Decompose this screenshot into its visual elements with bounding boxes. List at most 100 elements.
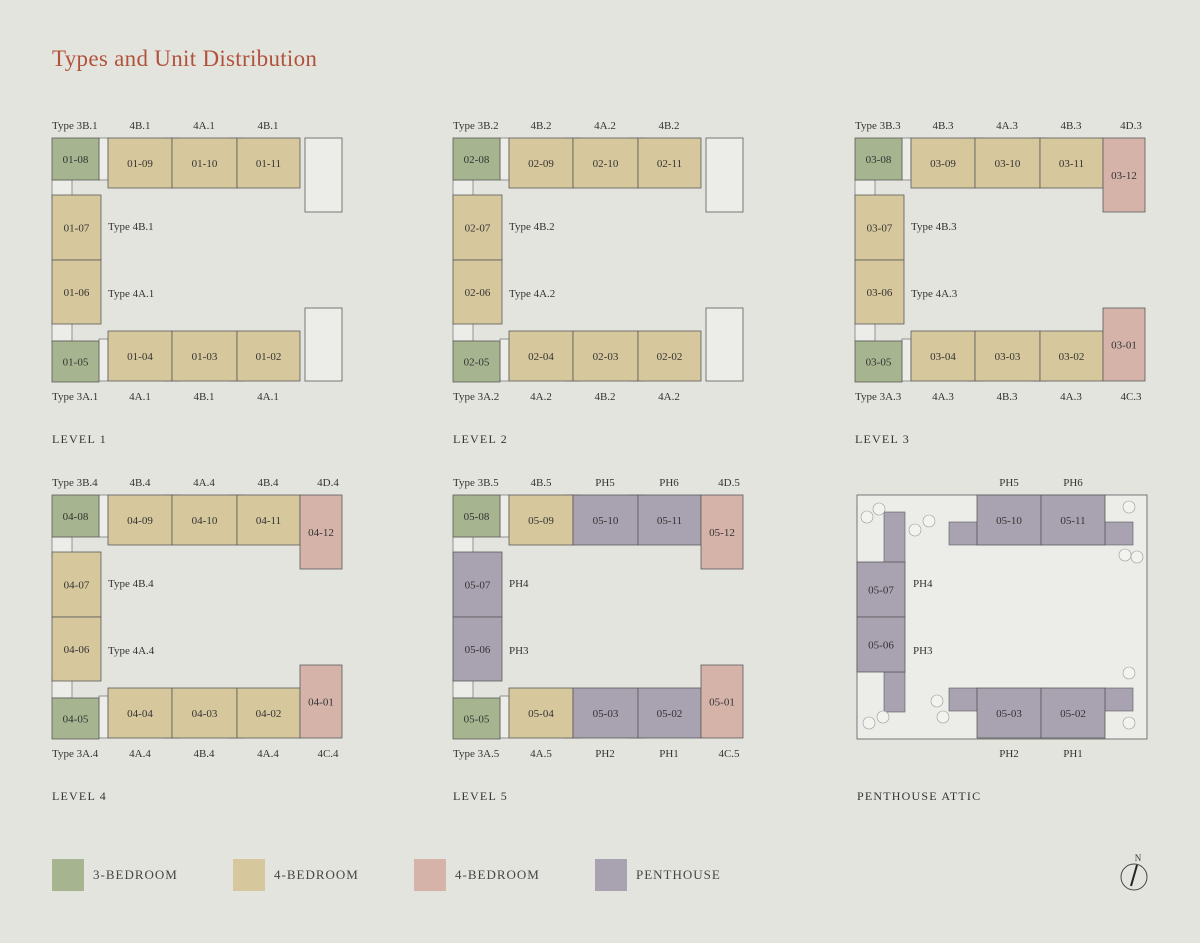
unit-number: 05-02 [657, 708, 683, 720]
unit-05-12[interactable]: 05-12 [700, 494, 744, 570]
type-label-bottom: PH1 [1063, 748, 1083, 760]
unit-01-08[interactable]: 01-08 [51, 137, 100, 181]
unit-04-01[interactable]: 04-01 [299, 664, 343, 739]
type-label-side: PH4 [913, 578, 933, 590]
unit-04-08[interactable]: 04-08 [51, 494, 100, 538]
unit-number: 05-02 [1060, 708, 1086, 720]
unit-number: 03-11 [1059, 158, 1084, 170]
unit-number: 02-02 [657, 351, 683, 363]
unit-01-10[interactable]: 01-10 [171, 137, 238, 189]
unit-02-09[interactable]: 02-09 [508, 137, 574, 189]
unit-04-06[interactable]: 04-06 [51, 616, 102, 682]
unit-05-03[interactable]: 05-03 [976, 687, 1042, 739]
unit-shape [51, 697, 100, 740]
unit-02-03[interactable]: 02-03 [572, 330, 639, 382]
lift-core [98, 695, 109, 739]
unit-02-06[interactable]: 02-06 [452, 259, 503, 325]
unit-03-03[interactable]: 03-03 [974, 330, 1041, 382]
unit-shape [637, 494, 702, 546]
type-label-side: Type 4B.4 [108, 578, 154, 590]
unit-03-10[interactable]: 03-10 [974, 137, 1041, 189]
unit-number: 01-02 [256, 351, 282, 363]
unit-number: 05-01 [709, 697, 735, 709]
unit-number: 05-05 [464, 714, 490, 726]
unit-02-10[interactable]: 02-10 [572, 137, 639, 189]
unit-03-05[interactable]: 03-05 [854, 340, 903, 383]
unit-04-12[interactable]: 04-12 [299, 494, 343, 570]
unit-number: 04-11 [256, 515, 281, 527]
unit-05-09[interactable]: 05-09 [508, 494, 574, 546]
level-title: LEVEL 3 [855, 432, 910, 446]
unit-05-03[interactable]: 05-03 [572, 687, 639, 739]
lift-core [499, 494, 510, 538]
unit-shape [236, 330, 301, 382]
unit-03-11[interactable]: 03-11 [1039, 137, 1104, 189]
floor-plan-level-3: 03-08 03-09 03-10 03-11 03-12 03-07 03-06 03-05… [854, 120, 1146, 446]
unit-02-07[interactable]: 02-07 [452, 194, 503, 261]
unit-03-04[interactable]: 03-04 [910, 330, 976, 382]
unit-01-11[interactable]: 01-11 [236, 137, 301, 189]
unit-02-05[interactable]: 02-05 [452, 340, 501, 383]
unit-01-07[interactable]: 01-07 [51, 194, 102, 261]
type-label-bottom: 4A.4 [129, 748, 151, 760]
type-label-bottom: PH1 [659, 748, 679, 760]
unit-03-07[interactable]: 03-07 [854, 194, 905, 261]
unit-05-01[interactable]: 05-01 [700, 664, 744, 739]
unit-shape [51, 137, 100, 181]
unit-05-06[interactable]: 05-06 [856, 616, 906, 673]
unit-shape [452, 340, 501, 383]
unit-04-10[interactable]: 04-10 [171, 494, 238, 546]
unit-shape [854, 259, 905, 325]
type-label-bottom: 4C.3 [1120, 391, 1142, 403]
penthouse-terrace [883, 671, 906, 713]
unit-01-03[interactable]: 01-03 [171, 330, 238, 382]
unit-01-05[interactable]: 01-05 [51, 340, 100, 383]
unit-05-11[interactable]: 05-11 [637, 494, 702, 546]
unit-01-09[interactable]: 01-09 [107, 137, 173, 189]
type-label-top: 4B.4 [257, 477, 279, 489]
unit-number: 01-07 [64, 223, 90, 235]
unit-04-07[interactable]: 04-07 [51, 551, 102, 618]
unit-shape [572, 687, 639, 739]
unit-03-09[interactable]: 03-09 [910, 137, 976, 189]
unit-03-08[interactable]: 03-08 [854, 137, 903, 181]
unit-05-05[interactable]: 05-05 [452, 697, 501, 740]
unit-number: 04-12 [308, 527, 334, 539]
unit-01-06[interactable]: 01-06 [51, 259, 102, 325]
legend-swatch [595, 859, 627, 891]
unit-01-04[interactable]: 01-04 [107, 330, 173, 382]
type-label-bottom: 4A.1 [257, 391, 279, 403]
unit-03-12[interactable]: 03-12 [1102, 137, 1146, 213]
unit-04-05[interactable]: 04-05 [51, 697, 100, 740]
unit-04-03[interactable]: 04-03 [171, 687, 238, 739]
unit-05-04[interactable]: 05-04 [508, 687, 574, 739]
unit-05-10[interactable]: 05-10 [976, 494, 1042, 546]
unit-shape [452, 616, 503, 682]
unit-01-02[interactable]: 01-02 [236, 330, 301, 382]
unit-05-06[interactable]: 05-06 [452, 616, 503, 682]
unit-05-02[interactable]: 05-02 [637, 687, 702, 739]
unit-03-02[interactable]: 03-02 [1039, 330, 1104, 382]
unit-02-04[interactable]: 02-04 [508, 330, 574, 382]
unit-04-09[interactable]: 04-09 [107, 494, 173, 546]
unit-05-07[interactable]: 05-07 [856, 561, 906, 618]
unit-shape [452, 259, 503, 325]
unit-05-02[interactable]: 05-02 [1040, 687, 1106, 739]
type-label-side: Type 4B.1 [108, 221, 154, 233]
unit-02-08[interactable]: 02-08 [452, 137, 501, 181]
type-label-bottom: Type 3A.4 [52, 748, 99, 760]
unit-05-08[interactable]: 05-08 [452, 494, 501, 538]
unit-02-02[interactable]: 02-02 [637, 330, 702, 382]
floor-plan-level-4: 04-08 04-09 04-10 04-11 04-12 04-07 04-06 04-05… [51, 477, 343, 803]
unit-05-07[interactable]: 05-07 [452, 551, 503, 618]
unit-04-04[interactable]: 04-04 [107, 687, 173, 739]
unit-03-06[interactable]: 03-06 [854, 259, 905, 325]
tree-icon [1130, 550, 1144, 564]
unit-03-01[interactable]: 03-01 [1102, 307, 1146, 382]
unit-04-02[interactable]: 04-02 [236, 687, 301, 739]
unit-04-11[interactable]: 04-11 [236, 494, 301, 546]
unit-02-11[interactable]: 02-11 [637, 137, 702, 189]
unit-05-11[interactable]: 05-11 [1040, 494, 1106, 546]
unit-05-10[interactable]: 05-10 [572, 494, 639, 546]
type-label-side: Type 4A.1 [108, 288, 154, 300]
